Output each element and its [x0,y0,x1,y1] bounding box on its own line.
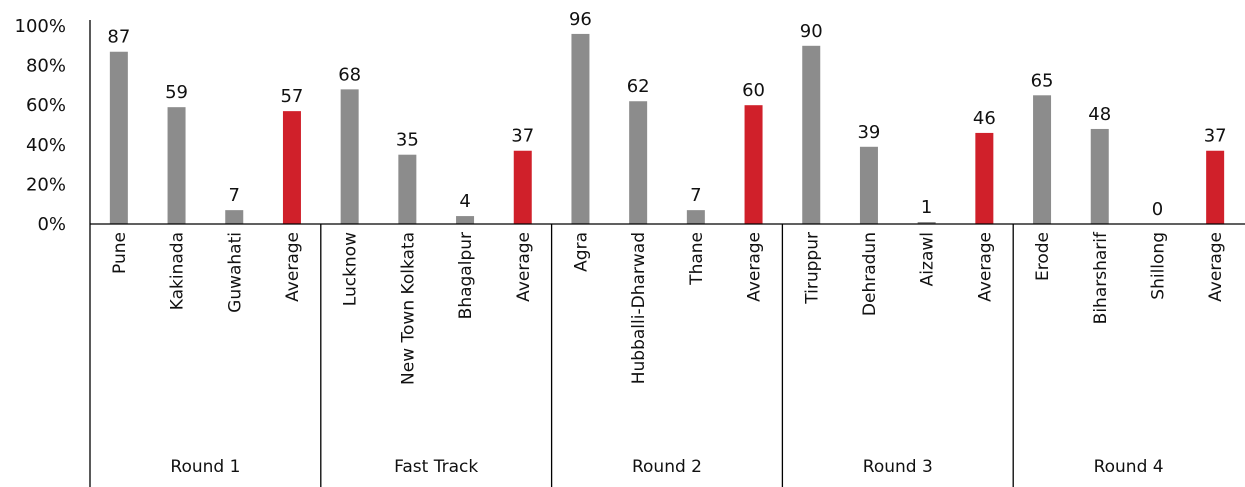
data-label: 35 [396,130,419,151]
bar-city [917,222,936,224]
y-tick-label: 40% [26,135,66,156]
category-label: Lucknow [341,232,361,306]
group-label: Round 3 [863,457,933,477]
group-labels: Round 1 Fast Track Round 2 Round 3 Round 4 [170,457,1163,477]
category-label: Average [975,232,995,302]
y-tick-label: 20% [26,174,66,195]
data-label: 7 [690,185,701,206]
group-label: Round 4 [1094,457,1164,477]
data-label: 0 [1152,199,1163,220]
category-label: Thane [687,232,707,286]
category-label: Biharsharif [1091,231,1111,324]
category-label: Bhagalpur [456,232,476,319]
category-label: Guwahati [225,232,245,313]
bar-city [456,216,475,224]
bars [109,33,1225,224]
y-tick-label: 0% [37,214,66,235]
category-label: Dehradun [860,232,880,316]
bar-average [975,132,994,224]
category-label: Aizawl [918,232,938,286]
bar-city [1033,95,1052,224]
data-label: 57 [280,86,303,107]
bar-city [571,33,590,224]
category-label: Average [745,232,765,302]
bar-city [802,45,821,224]
bar-city [1090,128,1109,224]
data-label: 37 [1204,126,1227,147]
category-label: Hubballi-Dharwad [629,232,649,384]
data-label: 4 [459,191,470,212]
bar-city [109,51,128,224]
bar-city [398,154,417,224]
bar-city [629,101,648,224]
y-axis-ticks: 0% 20% 40% 60% 80% 100% [15,16,66,235]
category-label: Average [514,232,534,302]
category-label: Erode [1033,232,1053,281]
group-label: Round 2 [632,457,702,477]
bar-city [686,210,705,224]
category-label: Average [1206,232,1226,302]
data-label: 46 [973,108,996,129]
data-label: 7 [229,185,240,206]
data-label: 65 [1031,70,1054,91]
bar-average [744,105,763,224]
data-label: 60 [742,80,765,101]
data-label: 59 [165,82,188,103]
y-tick-label: 60% [26,95,66,116]
category-label: Kakinada [168,232,188,310]
y-tick-label: 80% [26,56,66,77]
data-label: 68 [338,64,361,85]
data-label: 37 [511,126,534,147]
category-label: New Town Kolkata [398,232,418,385]
data-label: 48 [1088,104,1111,125]
bar-average [282,111,301,224]
bar-city [340,89,359,224]
group-label: Fast Track [394,457,478,477]
data-label: 90 [800,21,823,42]
category-labels: Pune Kakinada Guwahati Average Lucknow New To… [110,231,1226,385]
data-label: 39 [857,122,880,143]
data-label: 62 [627,76,650,97]
bar-average [1206,150,1225,224]
category-label: Average [283,232,303,302]
category-label: Pune [110,232,130,274]
y-tick-label: 100% [15,16,66,37]
category-label: Agra [571,232,591,272]
category-label: Tiruppur [802,232,822,305]
data-labels: 87 59 7 57 68 35 4 37 96 62 7 60 90 39 1 46 65 48 0 37 [107,9,1226,220]
data-label: 96 [569,9,592,30]
data-label: 87 [107,27,130,48]
category-label: Shillong [1148,232,1168,300]
bar-city [225,210,244,224]
bar-city [167,107,186,224]
bar-city [859,146,878,224]
group-label: Round 1 [170,457,240,477]
data-label: 1 [921,197,932,218]
bar-average [513,150,532,224]
axes [89,20,1245,487]
